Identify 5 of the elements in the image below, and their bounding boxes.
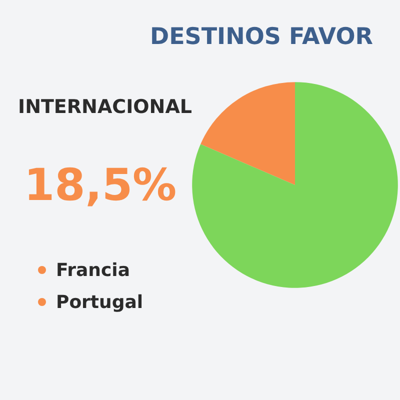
text: Francia	[56, 260, 130, 280]
chart-title: DESTINOS FAVOR	[150, 24, 373, 50]
slice-label: INTERNACIONAL	[18, 96, 192, 118]
data-label: 18,5%	[24, 160, 177, 211]
text: Portugal	[56, 292, 144, 312]
